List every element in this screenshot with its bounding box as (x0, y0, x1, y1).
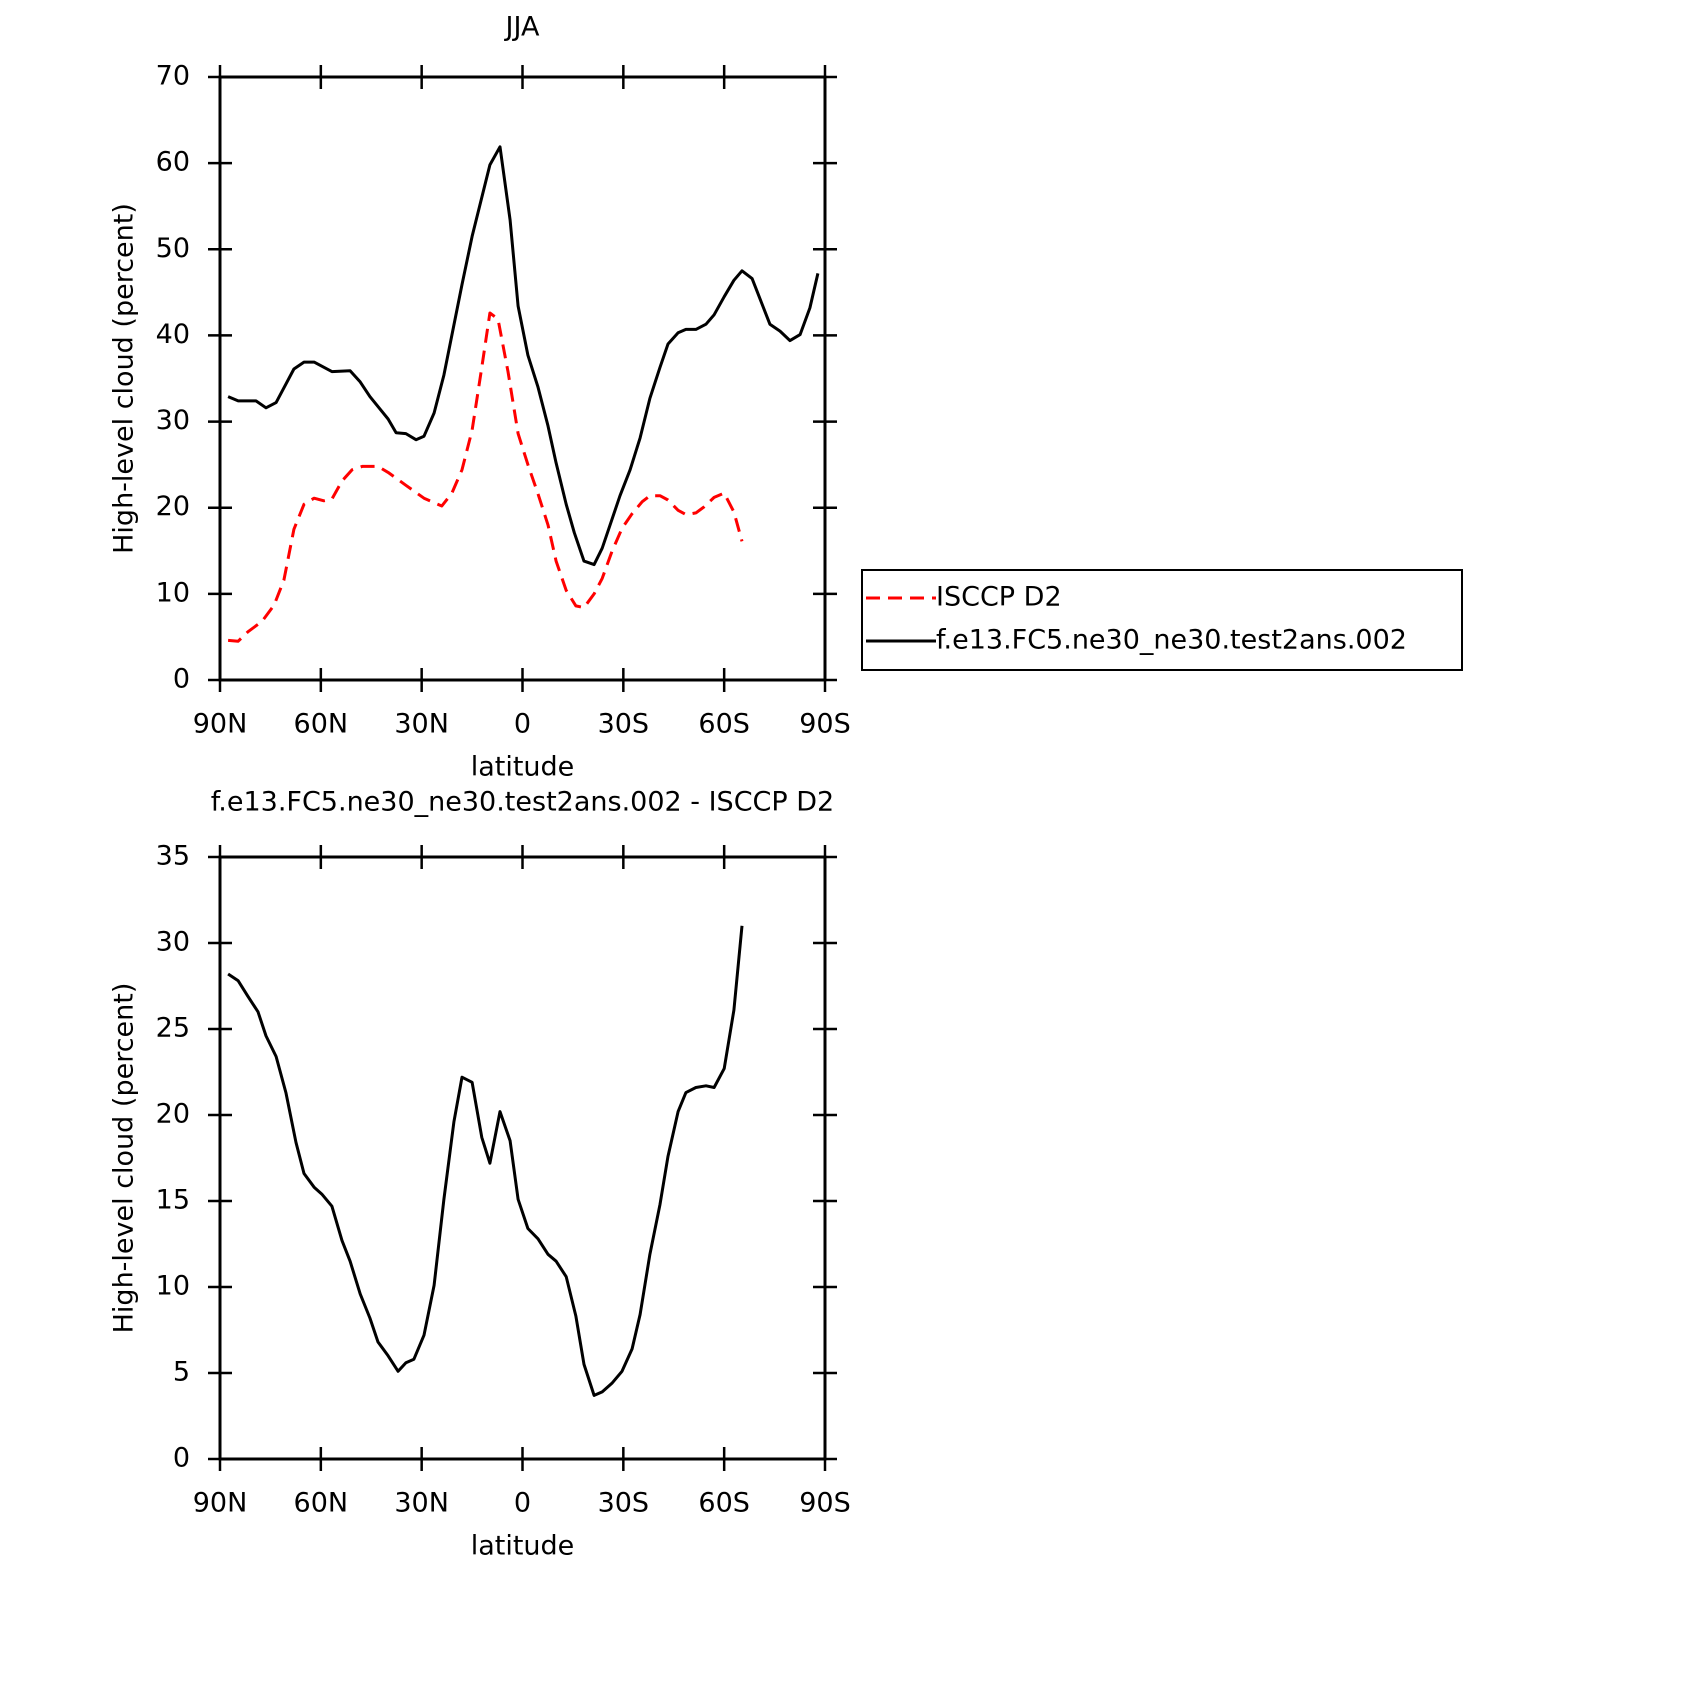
data-line (227, 925, 744, 1397)
x-tick-label: 30N (394, 709, 449, 740)
x-tick-label: 90N (193, 1488, 248, 1519)
x-tick-label: 60N (294, 709, 349, 740)
y-tick-label: 15 (156, 1185, 190, 1216)
data-line (227, 311, 744, 643)
y-tick-label: 20 (156, 1099, 190, 1130)
y-axis-label: High-level cloud (percent) (109, 983, 140, 1334)
y-tick-label: 20 (156, 491, 190, 522)
y-tick-label: 50 (156, 233, 190, 264)
x-axis-label: latitude (471, 1531, 575, 1562)
x-axis-label: latitude (471, 752, 575, 783)
x-tick-label: 30S (598, 1488, 650, 1519)
y-tick-label: 40 (156, 319, 190, 350)
x-tick-label: 0 (514, 1488, 531, 1519)
y-axis-label: High-level cloud (percent) (109, 203, 140, 554)
data-line (227, 145, 820, 567)
y-tick-label: 70 (156, 61, 190, 92)
y-tick-label: 25 (156, 1013, 190, 1044)
x-tick-label: 0 (514, 709, 531, 740)
legend-box (861, 569, 1463, 671)
x-tick-label: 60S (698, 1488, 750, 1519)
chart-title: f.e13.FC5.ne30_ne30.test2ans.002 - ISCCP… (211, 787, 834, 818)
legend-label: ISCCP D2 (936, 582, 1062, 613)
y-tick-label: 35 (156, 841, 190, 872)
x-tick-label: 60N (294, 1488, 349, 1519)
x-tick-label: 30N (394, 1488, 449, 1519)
plot-frame (218, 855, 827, 1461)
y-tick-label: 30 (156, 405, 190, 436)
legend-label: f.e13.FC5.ne30_ne30.test2ans.002 (936, 625, 1407, 656)
y-tick-label: 0 (173, 1443, 190, 1474)
y-tick-label: 30 (156, 927, 190, 958)
y-tick-label: 0 (173, 664, 190, 695)
y-tick-label: 5 (173, 1357, 190, 1388)
y-tick-label: 10 (156, 1271, 190, 1302)
x-tick-label: 60S (698, 709, 750, 740)
y-tick-label: 10 (156, 577, 190, 608)
chart-title: JJA (504, 12, 540, 43)
x-tick-label: 30S (598, 709, 650, 740)
x-tick-label: 90N (193, 709, 248, 740)
y-tick-label: 60 (156, 147, 190, 178)
x-tick-label: 90S (799, 1488, 851, 1519)
x-tick-label: 90S (799, 709, 851, 740)
plot-frame (218, 75, 827, 682)
